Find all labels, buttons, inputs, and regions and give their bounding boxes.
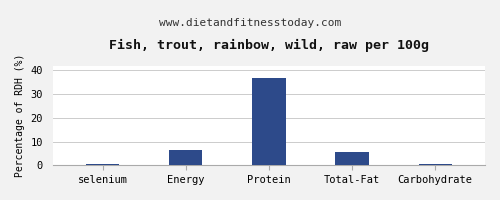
Bar — [418, 164, 452, 165]
Y-axis label: Percentage of RDH (%): Percentage of RDH (%) — [15, 54, 25, 177]
Title: Fish, trout, rainbow, wild, raw per 100g: Fish, trout, rainbow, wild, raw per 100g — [109, 39, 429, 52]
Bar — [336, 152, 368, 165]
Text: www.dietandfitnesstoday.com: www.dietandfitnesstoday.com — [159, 18, 341, 28]
Bar — [86, 164, 120, 165]
Bar — [252, 78, 286, 165]
Bar — [169, 150, 202, 165]
